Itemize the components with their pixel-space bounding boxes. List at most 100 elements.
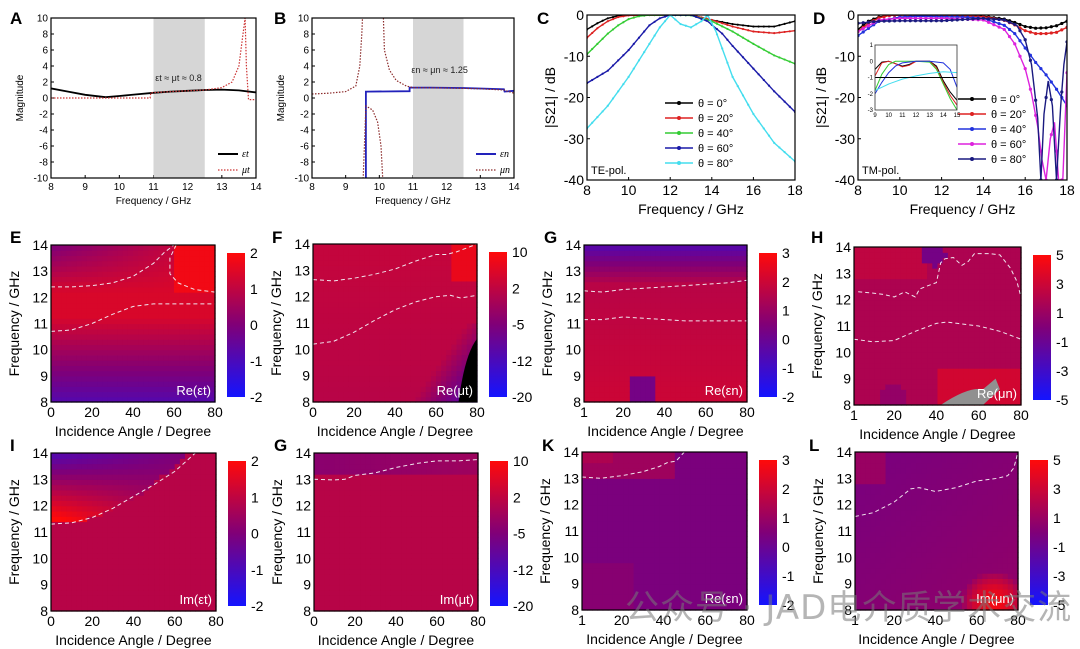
heatmap-cell (685, 381, 692, 387)
heatmap-cell (71, 553, 78, 559)
heatmap-cell (313, 344, 319, 350)
heatmap-cell (66, 595, 73, 602)
heatmap-cell (614, 354, 621, 361)
heatmap-cell (76, 354, 83, 361)
heatmap-cell (932, 262, 939, 269)
heatmap-cell (374, 275, 381, 282)
heatmap-cell (313, 286, 319, 292)
heatmap-cell (395, 328, 401, 335)
heatmap-cell (61, 495, 68, 501)
heatmap-cell (86, 375, 93, 382)
heatmap-cell (441, 254, 447, 261)
heatmap-cell (168, 328, 175, 335)
heatmap-cell (56, 542, 62, 549)
heatmap-cell (66, 479, 73, 486)
heatmap-cell (726, 302, 733, 309)
heatmap-cell (86, 281, 93, 288)
heatmap-cell (670, 386, 677, 393)
heatmap-cell (942, 336, 949, 343)
heatmap-cell (731, 271, 738, 277)
heatmap-cell (143, 318, 149, 325)
data-point (1034, 98, 1038, 102)
heatmap-cell (343, 296, 350, 303)
heatmap-cell (323, 265, 329, 271)
heatmap-cell (1000, 252, 1006, 259)
heatmap-cell (189, 323, 196, 330)
heatmap-cell (51, 313, 57, 319)
heatmap-cell (66, 307, 73, 314)
heatmap-cell (92, 595, 99, 602)
heatmap-cell (66, 396, 73, 403)
heatmap-cell (619, 396, 626, 403)
heatmap-cell (107, 370, 114, 377)
heatmap-cell (711, 302, 718, 309)
heatmap-cell (629, 333, 636, 340)
y-tick-label: 14 (32, 445, 48, 461)
heatmap-cell (359, 265, 365, 271)
heatmap-cell (184, 370, 190, 377)
heatmap-cell (359, 286, 365, 292)
data-point (1028, 87, 1033, 91)
heatmap-cell (338, 349, 345, 356)
heatmap-cell (71, 558, 78, 565)
heatmap-cell (947, 362, 954, 369)
heatmap-cell (466, 270, 473, 277)
heatmap-cell (117, 271, 124, 277)
heatmap-cell (589, 292, 595, 298)
heatmap-cell (968, 273, 975, 280)
heatmap-cell (619, 375, 626, 382)
heatmap-cell (343, 349, 350, 356)
heatmap-cell (869, 326, 876, 332)
heatmap-cell (143, 396, 149, 403)
heatmap-cell (869, 289, 876, 295)
heatmap-cell (209, 318, 216, 325)
heatmap-cell (655, 381, 661, 387)
data-point (767, 51, 771, 54)
heatmap-cell (71, 375, 78, 382)
heatmap-cell (133, 250, 139, 257)
heatmap-cell (354, 323, 360, 329)
heatmap-cell (716, 307, 723, 314)
heatmap-cell (711, 292, 718, 298)
heatmap-cell (958, 268, 965, 274)
data-point (637, 36, 641, 39)
heatmap-cell (184, 323, 190, 330)
heatmap-cell (369, 396, 376, 403)
heatmap-cell (359, 375, 365, 382)
heatmap-cell (690, 271, 697, 277)
heatmap-cell (741, 313, 748, 319)
heatmap-cell (122, 349, 129, 356)
heatmap-cell (71, 537, 78, 544)
heatmap-cell (614, 349, 621, 356)
heatmap-cell (384, 375, 391, 382)
heatmap-cell (379, 291, 386, 298)
heatmap-cell (599, 307, 605, 314)
colorbar-tick-label: 2 (250, 245, 258, 261)
heatmap-cell (425, 275, 432, 282)
heatmap-cell (731, 302, 738, 309)
heatmap-cell (979, 315, 986, 322)
heatmap-cell (395, 323, 401, 329)
heatmap-cell (906, 336, 913, 343)
heatmap-cell (174, 265, 180, 272)
heatmap-cell (379, 359, 386, 366)
data-point (929, 19, 933, 23)
heatmap-cell (51, 307, 57, 314)
data-point (783, 151, 786, 154)
heatmap-cell (97, 344, 103, 351)
heatmap-cell (138, 260, 144, 267)
heatmap-cell (869, 310, 876, 317)
heatmap-cell (87, 542, 93, 549)
heatmap-cell (313, 386, 319, 393)
heatmap-cell (56, 281, 62, 288)
heatmap-cell (864, 310, 871, 317)
heatmap-cell (927, 283, 933, 290)
heatmap-cell (650, 328, 656, 335)
heatmap-cell (410, 265, 417, 271)
heatmap-cell (364, 359, 370, 366)
heatmap-cell (143, 344, 149, 351)
heatmap-cell (947, 247, 954, 253)
heatmap-cell (696, 360, 702, 366)
heatmap-cell (348, 338, 355, 345)
heatmap-cell (122, 339, 129, 346)
